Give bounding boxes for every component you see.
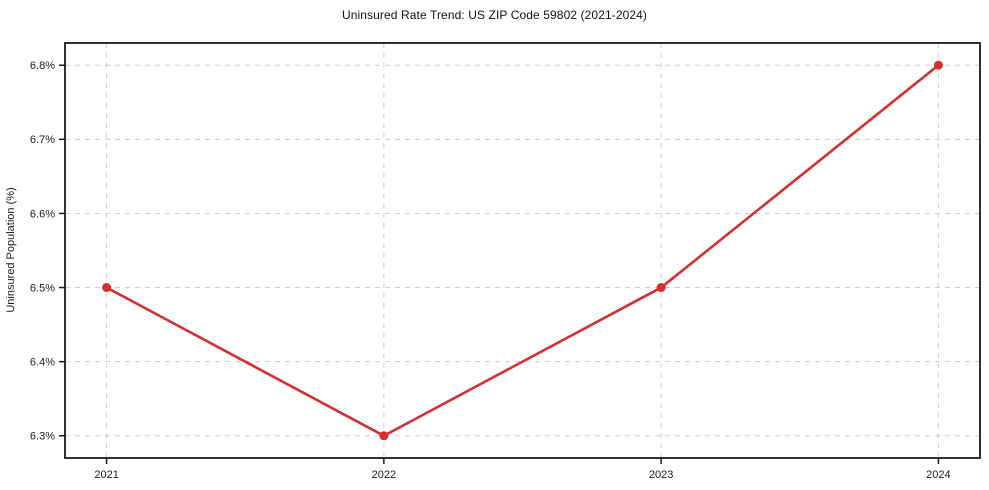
y-tick-label: 6.6% <box>30 208 55 220</box>
plot-border <box>64 42 981 459</box>
y-tick-label: 6.5% <box>30 282 55 294</box>
axes-spines <box>64 42 981 459</box>
grid-layer <box>65 43 980 458</box>
y-axis-label: Uninsured Population (%) <box>5 187 17 312</box>
data-point <box>656 283 666 293</box>
x-tick-label: 2021 <box>94 469 118 481</box>
x-tick-label: 2024 <box>926 469 950 481</box>
data-point <box>933 60 943 70</box>
tick-layer: 6.3% 6.4% 6.5% 6.6% 6.7% 6.8% 2021 2022 2023 2024 <box>30 60 951 481</box>
y-tick-label: 6.8% <box>30 60 55 72</box>
x-tick-label: 2023 <box>649 469 673 481</box>
x-tick-label: 2022 <box>372 469 396 481</box>
chart-title: Uninsured Rate Trend: US ZIP Code 59802 … <box>341 8 648 22</box>
y-tick-label: 6.7% <box>30 134 55 146</box>
series-layer <box>102 60 943 441</box>
y-tick-label: 6.4% <box>30 357 55 369</box>
y-tick-label: 6.3% <box>30 431 55 443</box>
data-point <box>379 431 389 441</box>
data-point <box>102 283 112 293</box>
trend-line <box>105 63 940 438</box>
